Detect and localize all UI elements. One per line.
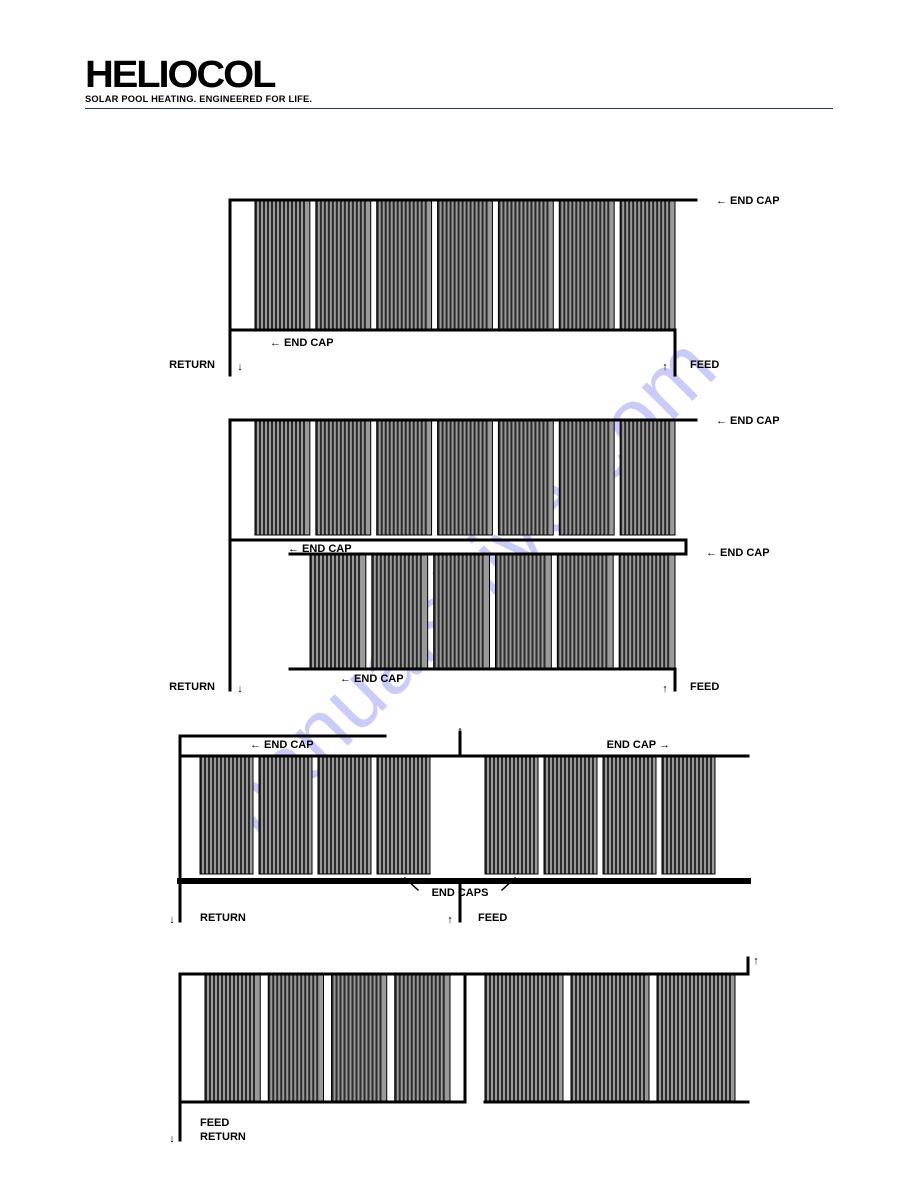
diagram-fig4: ↑ FEED RETURN ↓ [140,954,780,1144]
svg-text:↓: ↓ [237,683,243,695]
svg-text:RETURN: RETURN [169,681,215,693]
diagram-fig3: ← END CAP END CAP → ↑ END CAPS RETURN ↓ FEED ↑ [140,726,780,926]
svg-text:← END CAP: ← END CAP [250,739,314,751]
svg-text:FEED: FEED [690,681,719,693]
svg-text:← END CAP: ← END CAP [270,337,334,349]
svg-text:↓: ↓ [169,1133,175,1144]
header-rule [85,108,833,109]
svg-text:↑: ↑ [447,914,453,926]
svg-text:↑: ↑ [753,955,759,967]
svg-text:← END CAP: ← END CAP [288,543,352,555]
svg-text:END CAP →: END CAP → [607,739,670,751]
svg-text:↓: ↓ [237,361,243,373]
svg-text:← END CAP: ← END CAP [716,415,780,427]
svg-text:← END CAP: ← END CAP [706,547,770,559]
diagram-fig1: ← END CAP ← END CAP RETURN ↓ FEED ↑ [140,190,780,380]
brand-logo: HELIOCOL [85,58,870,92]
svg-text:FEED: FEED [690,359,719,371]
svg-text:FEED: FEED [200,1117,229,1129]
svg-text:↑: ↑ [662,361,668,373]
diagram-container: ← END CAP← END CAPRETURN↓FEED↑← END CAP←… [140,190,780,1172]
svg-text:↓: ↓ [169,914,175,926]
page-header: HELIOCOL SOLAR POOL HEATING. ENGINEERED … [85,58,833,109]
svg-text:← END CAP: ← END CAP [340,673,404,685]
svg-text:↑: ↑ [662,683,668,695]
svg-text:RETURN: RETURN [200,1131,246,1143]
svg-text:↑: ↑ [457,726,463,737]
svg-text:← END CAP: ← END CAP [716,195,780,207]
svg-text:FEED: FEED [478,912,507,924]
diagram-fig2: ← END CAP ← END CAP ← END CAP ← END CAP RETU… [140,408,780,698]
svg-text:END CAPS: END CAPS [432,887,489,899]
svg-text:RETURN: RETURN [169,359,215,371]
svg-text:RETURN: RETURN [200,912,246,924]
